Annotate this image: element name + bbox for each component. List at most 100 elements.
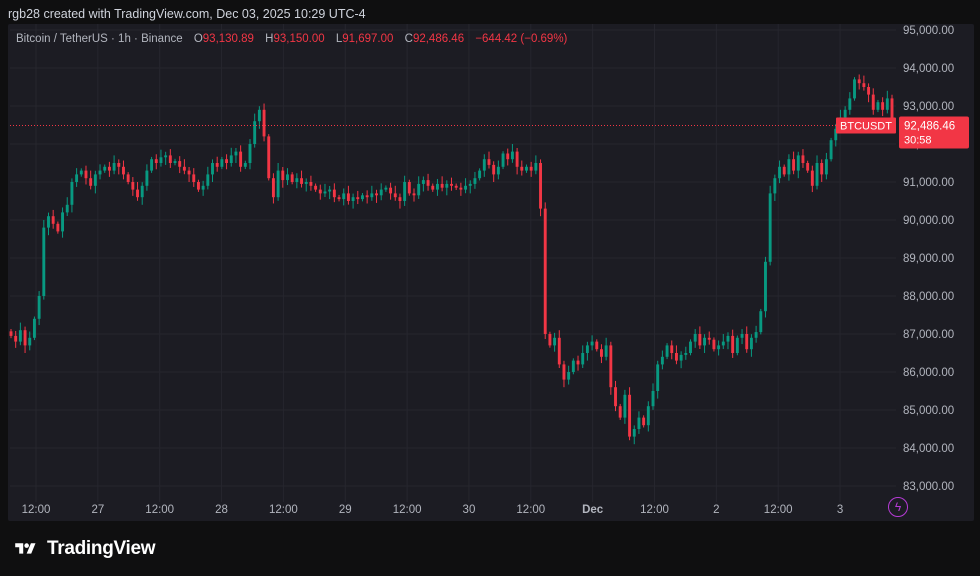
candle-body	[192, 174, 196, 182]
candle-body	[834, 128, 838, 141]
candle-body	[721, 341, 725, 346]
candle-body	[239, 151, 243, 167]
y-tick-label: 84,000.00	[903, 443, 954, 455]
candle-body	[56, 223, 60, 232]
candle	[37, 291, 41, 326]
candle	[637, 411, 641, 434]
candle	[665, 343, 669, 360]
candle-body	[164, 155, 168, 158]
x-tick-label: 12:00	[640, 504, 669, 516]
candle	[501, 151, 505, 170]
y-tick-label: 83,000.00	[903, 481, 954, 493]
candle-body	[187, 170, 191, 175]
candle-body	[276, 170, 280, 198]
candle	[534, 155, 538, 175]
candle	[164, 151, 168, 165]
candle-body	[478, 170, 482, 179]
candle	[431, 183, 435, 192]
candle	[440, 176, 444, 192]
candle	[379, 183, 383, 201]
candle-body	[562, 364, 566, 380]
candle	[473, 171, 477, 189]
candle	[370, 185, 374, 201]
candle-body	[890, 98, 894, 126]
candle-body	[548, 334, 552, 346]
candle-body	[567, 372, 571, 380]
candle-body	[201, 185, 205, 190]
candle	[89, 170, 93, 190]
candle	[328, 185, 332, 200]
candle	[342, 188, 346, 206]
candle	[693, 329, 697, 348]
candle-body	[539, 163, 542, 209]
x-tick-label: Dec	[582, 504, 604, 516]
candle	[689, 339, 692, 356]
candle	[75, 168, 79, 187]
candle	[407, 179, 411, 196]
candle	[731, 329, 735, 358]
candle	[745, 326, 749, 353]
candle-body	[365, 195, 369, 198]
candle-body	[257, 109, 261, 122]
candle	[450, 177, 453, 191]
candle	[140, 182, 144, 205]
candle	[670, 340, 674, 360]
candle	[248, 139, 252, 170]
candle	[764, 256, 767, 318]
candle-body	[361, 195, 364, 200]
candle-body	[473, 178, 477, 184]
candle	[215, 156, 219, 172]
candle-body	[314, 185, 318, 190]
lightning-bolt-icon[interactable]: ϟ	[888, 497, 908, 517]
candle-body	[853, 79, 856, 99]
candle-body	[576, 360, 580, 365]
candle-body	[778, 166, 781, 179]
candle-body	[525, 166, 528, 171]
candle-body	[384, 187, 388, 190]
candle-body	[351, 197, 355, 201]
candle	[389, 182, 393, 200]
candle-body	[665, 345, 669, 357]
candle	[131, 177, 135, 196]
candle	[806, 160, 810, 173]
candle	[881, 97, 885, 117]
candlestick-chart[interactable]: 83,000.00 84,000.00 85,000.00 86,000.00 87,0…	[8, 24, 974, 521]
candle-body	[379, 189, 383, 196]
candle	[553, 332, 557, 352]
candle-body	[145, 170, 149, 186]
candle	[150, 156, 154, 173]
candle	[600, 344, 603, 364]
candle-body	[801, 155, 805, 163]
candle-body	[407, 182, 411, 194]
candle	[529, 161, 533, 177]
candle-body	[848, 98, 852, 110]
chart-panel[interactable]: 83,000.00 84,000.00 85,000.00 86,000.00 87,0…	[8, 24, 974, 521]
candle-body	[534, 163, 538, 171]
candle-body	[117, 163, 121, 167]
candle	[642, 415, 646, 428]
y-tick-label: 93,000.00	[903, 101, 954, 113]
candle-body	[309, 182, 313, 186]
candle-body	[623, 394, 627, 418]
candle-body	[304, 182, 308, 184]
candle-body	[136, 189, 139, 198]
candle-body	[18, 330, 22, 342]
candle-body	[37, 296, 41, 319]
candle-body	[674, 353, 678, 361]
candle	[703, 334, 707, 353]
candle-body	[876, 102, 880, 110]
candle	[590, 335, 594, 351]
candle	[346, 185, 350, 205]
candle	[885, 90, 889, 114]
candle-body	[337, 197, 341, 200]
candle-body	[225, 159, 229, 163]
candle	[632, 425, 636, 445]
candle-body	[604, 345, 608, 357]
candle	[229, 147, 233, 167]
candle	[136, 182, 139, 201]
candle	[42, 220, 46, 300]
candle-body	[459, 187, 463, 190]
high-label: H	[265, 33, 274, 45]
high-value: 93,150.00	[273, 33, 325, 45]
candle-body	[281, 170, 285, 181]
